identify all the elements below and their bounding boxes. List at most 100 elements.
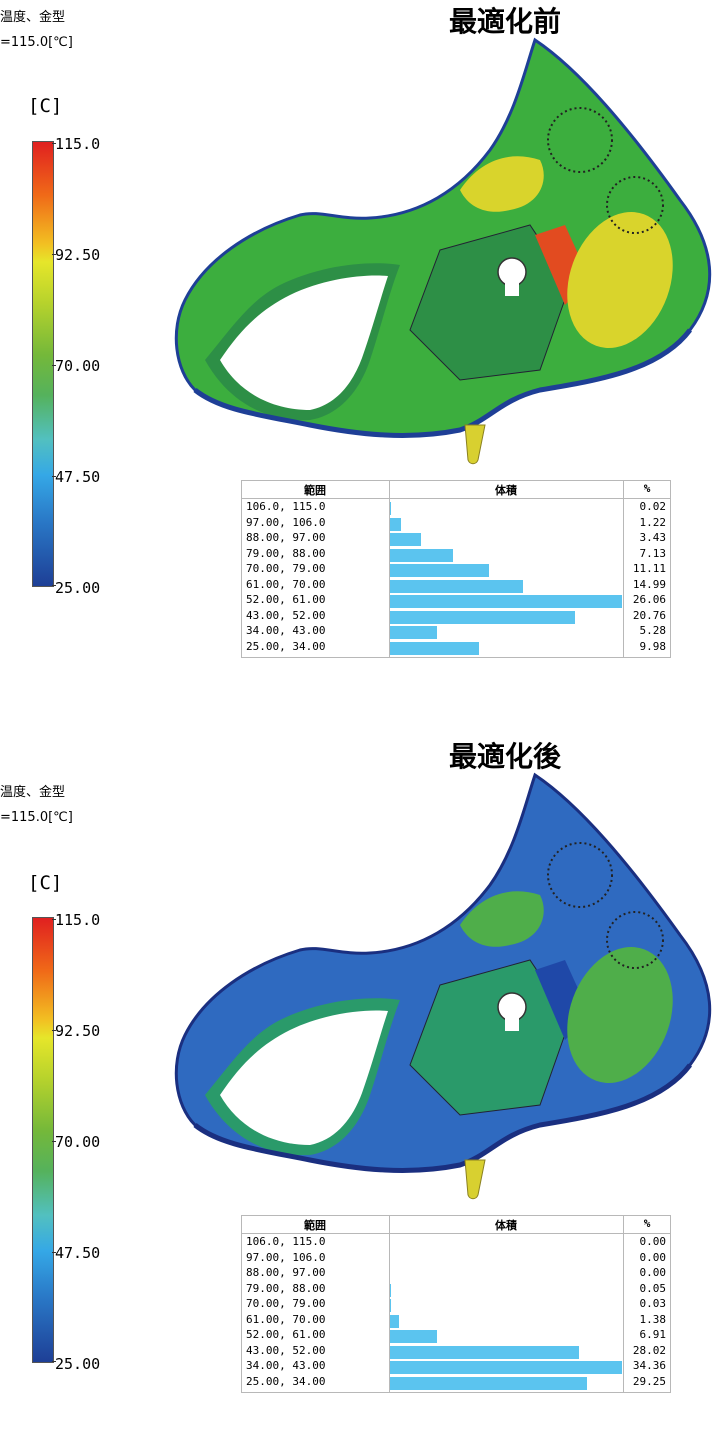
colorbar-tick-label: 70.00: [55, 357, 100, 375]
colorbar-tick-label: 47.50: [55, 468, 100, 486]
colorbar-tick-label: 47.50: [55, 1244, 100, 1262]
colorbar-tick-label: 115.0: [55, 911, 100, 929]
percent-value: 0.00: [640, 1235, 667, 1248]
range-label: 106.0, 115.0: [246, 1235, 325, 1248]
percent-value: 3.43: [640, 531, 667, 544]
range-label: 88.00, 97.00: [246, 531, 325, 544]
colorbar-tick-label: 115.0: [55, 135, 100, 153]
histogram-row: 106.0, 115.0 0.02: [242, 500, 670, 515]
volume-bar: [390, 611, 575, 624]
col-range-header: 範囲: [242, 1217, 388, 1233]
result-value: =115.0[℃]: [0, 810, 73, 825]
col-pct-header: %: [624, 1217, 670, 1230]
volume-histogram: 範囲 体積 % 106.0, 115.0 0.02 97.00, 106.0 1.22…: [241, 480, 671, 658]
range-label: 97.00, 106.0: [246, 516, 325, 529]
histogram-row: 52.00, 61.00 6.91: [242, 1328, 670, 1343]
range-label: 61.00, 70.00: [246, 1313, 325, 1326]
range-label: 70.00, 79.00: [246, 562, 325, 575]
volume-bar: [390, 1361, 622, 1374]
range-label: 88.00, 97.00: [246, 1266, 325, 1279]
range-label: 25.00, 34.00: [246, 640, 325, 653]
colorbar-tick-label: 70.00: [55, 1133, 100, 1151]
col-pct-header: %: [624, 482, 670, 495]
panel-before: 最適化前 温度、金型 =115.0[℃] [C] 115.0 92.50 70.…: [0, 0, 720, 694]
histogram-row: 43.00, 52.00 20.76: [242, 609, 670, 624]
histogram-row: 79.00, 88.00 0.05: [242, 1282, 670, 1297]
percent-value: 0.02: [640, 500, 667, 513]
part-model-render: [160, 765, 720, 1205]
volume-bar: [390, 1315, 399, 1328]
result-label: 温度、金型: [0, 781, 65, 800]
range-label: 79.00, 88.00: [246, 1282, 325, 1295]
histogram-row: 88.00, 97.00 3.43: [242, 531, 670, 546]
colorbar-tick-label: 92.50: [55, 1022, 100, 1040]
volume-bar: [390, 595, 622, 608]
range-label: 52.00, 61.00: [246, 593, 325, 606]
volume-bar: [390, 564, 489, 577]
range-label: 97.00, 106.0: [246, 1251, 325, 1264]
histogram-row: 97.00, 106.0 1.22: [242, 516, 670, 531]
range-label: 34.00, 43.00: [246, 1359, 325, 1372]
volume-histogram: 範囲 体積 % 106.0, 115.0 0.00 97.00, 106.0 0.00…: [241, 1215, 671, 1393]
percent-value: 20.76: [633, 609, 666, 622]
volume-bar: [390, 1346, 579, 1359]
histogram-row: 106.0, 115.0 0.00: [242, 1235, 670, 1250]
colorbar-tick-label: 25.00: [55, 1355, 100, 1373]
histogram-header: 範囲 体積 %: [242, 481, 670, 499]
colorbar-unit: [C]: [28, 872, 62, 894]
histogram-header: 範囲 体積 %: [242, 1216, 670, 1234]
volume-bar: [390, 580, 523, 593]
percent-value: 26.06: [633, 593, 666, 606]
colorbar-unit: [C]: [28, 95, 62, 117]
histogram-row: 70.00, 79.00 11.11: [242, 562, 670, 577]
percent-value: 0.03: [640, 1297, 667, 1310]
histogram-row: 61.00, 70.00 14.99: [242, 578, 670, 593]
colorbar: [32, 141, 54, 587]
histogram-row: 88.00, 97.00 0.00: [242, 1266, 670, 1281]
percent-value: 5.28: [640, 624, 667, 637]
percent-value: 28.02: [633, 1344, 666, 1357]
percent-value: 14.99: [633, 578, 666, 591]
histogram-row: 97.00, 106.0 0.00: [242, 1251, 670, 1266]
percent-value: 0.00: [640, 1266, 667, 1279]
range-label: 52.00, 61.00: [246, 1328, 325, 1341]
percent-value: 7.13: [640, 547, 667, 560]
range-label: 106.0, 115.0: [246, 500, 325, 513]
result-label: 温度、金型: [0, 6, 65, 25]
col-volume-header: 体積: [390, 482, 622, 498]
percent-value: 0.00: [640, 1251, 667, 1264]
histogram-row: 34.00, 43.00 5.28: [242, 624, 670, 639]
volume-bar: [390, 533, 421, 546]
range-label: 43.00, 52.00: [246, 609, 325, 622]
percent-value: 9.98: [640, 640, 667, 653]
percent-value: 1.22: [640, 516, 667, 529]
percent-value: 29.25: [633, 1375, 666, 1388]
percent-value: 1.38: [640, 1313, 667, 1326]
col-volume-header: 体積: [390, 1217, 622, 1233]
colorbar: [32, 917, 54, 1363]
range-label: 61.00, 70.00: [246, 578, 325, 591]
result-value: =115.0[℃]: [0, 35, 73, 50]
colorbar-tick-label: 25.00: [55, 579, 100, 597]
range-label: 70.00, 79.00: [246, 1297, 325, 1310]
percent-value: 34.36: [633, 1359, 666, 1372]
histogram-row: 43.00, 52.00 28.02: [242, 1344, 670, 1359]
percent-value: 6.91: [640, 1328, 667, 1341]
percent-value: 0.05: [640, 1282, 667, 1295]
range-label: 43.00, 52.00: [246, 1344, 325, 1357]
volume-bar: [390, 518, 401, 531]
volume-bar: [390, 626, 437, 639]
range-label: 34.00, 43.00: [246, 624, 325, 637]
histogram-row: 61.00, 70.00 1.38: [242, 1313, 670, 1328]
colorbar-tick-label: 92.50: [55, 246, 100, 264]
histogram-row: 70.00, 79.00 0.03: [242, 1297, 670, 1312]
col-range-header: 範囲: [242, 482, 388, 498]
panel-after: 最適化後 温度、金型 =115.0[℃] [C] 115.0 92.50 70.…: [0, 735, 720, 1429]
volume-bar: [390, 642, 479, 655]
part-model-render: [160, 30, 720, 470]
histogram-row: 52.00, 61.00 26.06: [242, 593, 670, 608]
percent-value: 11.11: [633, 562, 666, 575]
histogram-row: 34.00, 43.00 34.36: [242, 1359, 670, 1374]
